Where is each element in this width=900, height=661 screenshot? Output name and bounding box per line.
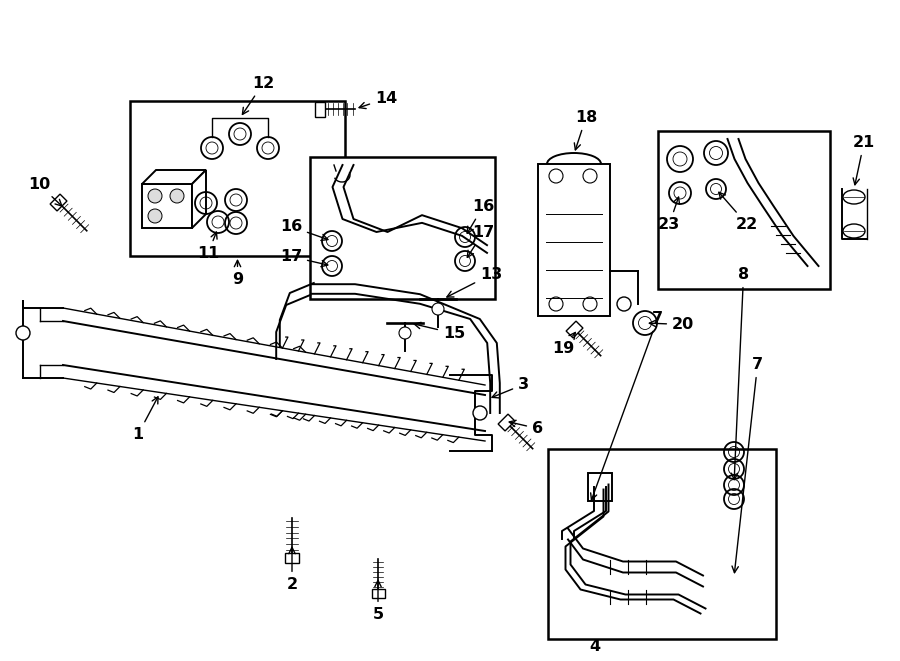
Text: 19: 19 [552, 332, 575, 356]
Bar [310, 157, 495, 299]
Text: 6: 6 [509, 420, 543, 436]
Circle shape [148, 189, 162, 203]
Text: 14: 14 [359, 91, 397, 108]
Text: 23: 23 [658, 197, 680, 232]
Text: 1: 1 [132, 397, 158, 442]
Text: 5: 5 [373, 580, 383, 622]
Polygon shape [566, 321, 583, 338]
Text: 10: 10 [28, 177, 62, 206]
Circle shape [399, 327, 411, 339]
Circle shape [170, 189, 184, 203]
Text: 18: 18 [574, 110, 597, 150]
Polygon shape [142, 170, 206, 184]
Text: 8: 8 [732, 267, 749, 480]
Polygon shape [498, 414, 515, 431]
Text: 11: 11 [197, 232, 219, 261]
Text: 16: 16 [280, 219, 328, 241]
Bar [588, 473, 612, 501]
Polygon shape [192, 170, 206, 228]
Bar [130, 101, 345, 256]
Text: 9: 9 [232, 260, 243, 287]
Polygon shape [50, 194, 67, 211]
Circle shape [473, 406, 487, 420]
Text: 2: 2 [286, 547, 298, 592]
Polygon shape [372, 589, 384, 598]
Text: 17: 17 [280, 249, 328, 266]
Circle shape [148, 209, 162, 223]
Bar [142, 184, 192, 228]
Polygon shape [285, 553, 299, 563]
Text: 3: 3 [492, 377, 529, 398]
Text: 16: 16 [467, 199, 494, 233]
Text: 21: 21 [853, 135, 875, 185]
Text: 13: 13 [447, 267, 502, 297]
Text: 22: 22 [719, 192, 758, 232]
Circle shape [432, 303, 444, 315]
Bar [658, 131, 830, 289]
Text: 12: 12 [242, 76, 274, 114]
Bar [548, 449, 776, 639]
Text: 20: 20 [649, 317, 694, 332]
Text: 7: 7 [590, 311, 663, 500]
Bar [538, 164, 610, 316]
Text: 7: 7 [732, 357, 763, 572]
Text: 4: 4 [590, 639, 600, 654]
Text: 17: 17 [467, 225, 494, 257]
Circle shape [16, 326, 30, 340]
Text: 15: 15 [414, 323, 465, 341]
Polygon shape [314, 102, 325, 116]
